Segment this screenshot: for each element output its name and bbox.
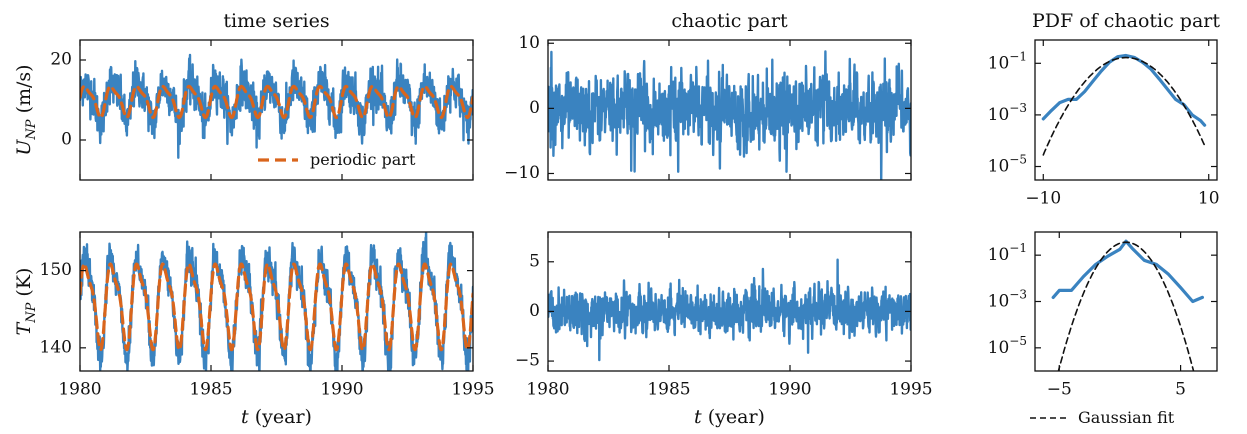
x-tick-label: 1995 bbox=[889, 380, 932, 400]
series-line-0 bbox=[548, 258, 911, 362]
y-tick-label: 10−3 bbox=[988, 287, 1027, 311]
panel-title: PDF of chaotic part bbox=[1032, 10, 1220, 32]
y-tick-label: 20 bbox=[50, 50, 72, 70]
panel-u_chaos: −10 0 10 chaotic part bbox=[504, 10, 912, 183]
y-tick-label: −10 bbox=[504, 163, 540, 183]
axes-frame bbox=[1034, 231, 1218, 372]
x-tick-label: 1985 bbox=[189, 380, 232, 400]
series-line-1 bbox=[80, 84, 473, 120]
panel-t_pdf: −5 5 10−1 10−3 10−5 Gaussian fit bbox=[988, 231, 1218, 427]
y-tick-label: 0 bbox=[61, 130, 72, 150]
series-line-1 bbox=[1057, 241, 1195, 371]
x-tick-label: −10 bbox=[1025, 189, 1061, 209]
y-tick-label: 10−5 bbox=[988, 333, 1027, 357]
panel-u_pdf: −10 10 10−1 10−3 10−5 PDF of chaotic part bbox=[988, 10, 1221, 209]
y-tick-label: 10−1 bbox=[988, 49, 1027, 73]
legend-label: periodic part bbox=[310, 150, 416, 169]
y-axis-label: UNP (m/s) bbox=[13, 64, 39, 155]
plot-area bbox=[548, 50, 911, 180]
axes-frame bbox=[79, 231, 474, 372]
series-line-0 bbox=[1041, 53, 1207, 127]
x-tick-label: 10 bbox=[1198, 189, 1220, 209]
y-tick-label: 10 bbox=[518, 33, 540, 53]
plot-area bbox=[80, 53, 473, 159]
series-line-1 bbox=[1042, 56, 1206, 156]
plot-area bbox=[1041, 53, 1207, 156]
series-line-0 bbox=[548, 50, 911, 180]
plot-area bbox=[1051, 239, 1204, 371]
y-tick-label: 150 bbox=[40, 260, 72, 280]
x-tick-label: 1995 bbox=[451, 380, 494, 400]
x-tick-label: 5 bbox=[1175, 380, 1186, 400]
x-tick-label: 1980 bbox=[58, 380, 101, 400]
panel-title: chaotic part bbox=[671, 10, 788, 32]
y-tick-label: 5 bbox=[529, 251, 540, 271]
panel-title: time series bbox=[223, 10, 329, 32]
axes-frame bbox=[547, 39, 912, 181]
x-tick-label: 1980 bbox=[526, 380, 569, 400]
legend-label: Gaussian fit bbox=[1078, 408, 1175, 427]
y-tick-label: 0 bbox=[529, 301, 540, 321]
panel-t_chaos: 1980 1985 1990 1995 −5 0 5 t (year) bbox=[515, 231, 933, 428]
axes-frame bbox=[79, 39, 474, 181]
y-tick-label: 140 bbox=[40, 337, 72, 357]
series-line-0 bbox=[1051, 239, 1204, 304]
x-tick-label: 1990 bbox=[320, 380, 363, 400]
series-line-1 bbox=[80, 262, 473, 352]
x-axis-label: t (year) bbox=[241, 406, 312, 428]
series-line-0 bbox=[80, 53, 473, 159]
plot-area bbox=[80, 232, 473, 371]
axes-frame bbox=[1034, 39, 1218, 181]
y-tick-label: 0 bbox=[529, 98, 540, 118]
x-axis-label: t (year) bbox=[694, 406, 765, 428]
y-tick-label: 10−5 bbox=[988, 152, 1027, 176]
x-tick-label: 1985 bbox=[647, 380, 690, 400]
axes-frame bbox=[547, 231, 912, 372]
x-tick-label: 1990 bbox=[768, 380, 811, 400]
y-tick-label: 10−1 bbox=[988, 241, 1027, 265]
y-axis-label: TNP (K) bbox=[13, 268, 39, 336]
series-line-0 bbox=[80, 232, 473, 371]
y-tick-label: −5 bbox=[515, 351, 540, 371]
plot-area bbox=[548, 258, 911, 362]
panel-u_ts: 0 20 time series UNP (m/s) periodic part bbox=[13, 10, 474, 181]
y-tick-label: 10−3 bbox=[988, 100, 1027, 124]
x-tick-label: −5 bbox=[1047, 380, 1072, 400]
